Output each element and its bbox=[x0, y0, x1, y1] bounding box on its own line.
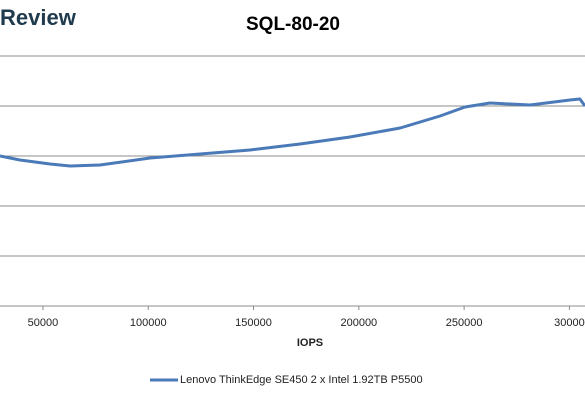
data-line bbox=[0, 97, 585, 168]
x-tick-label: 50000 bbox=[28, 317, 59, 329]
x-tick-label: 250000 bbox=[446, 317, 483, 329]
chart-title: SQL-80-20 bbox=[246, 14, 340, 35]
x-tick-label: 150000 bbox=[235, 317, 272, 329]
x-tick-label: 200000 bbox=[340, 317, 377, 329]
x-axis-label: IOPS bbox=[297, 337, 323, 349]
legend-label: Lenovo ThinkEdge SE450 2 x Intel 1.92TB … bbox=[180, 374, 423, 386]
logo-text: Review bbox=[0, 5, 77, 30]
x-tick-label: 100000 bbox=[130, 317, 167, 329]
x-tick-label: 30000 bbox=[554, 317, 585, 329]
